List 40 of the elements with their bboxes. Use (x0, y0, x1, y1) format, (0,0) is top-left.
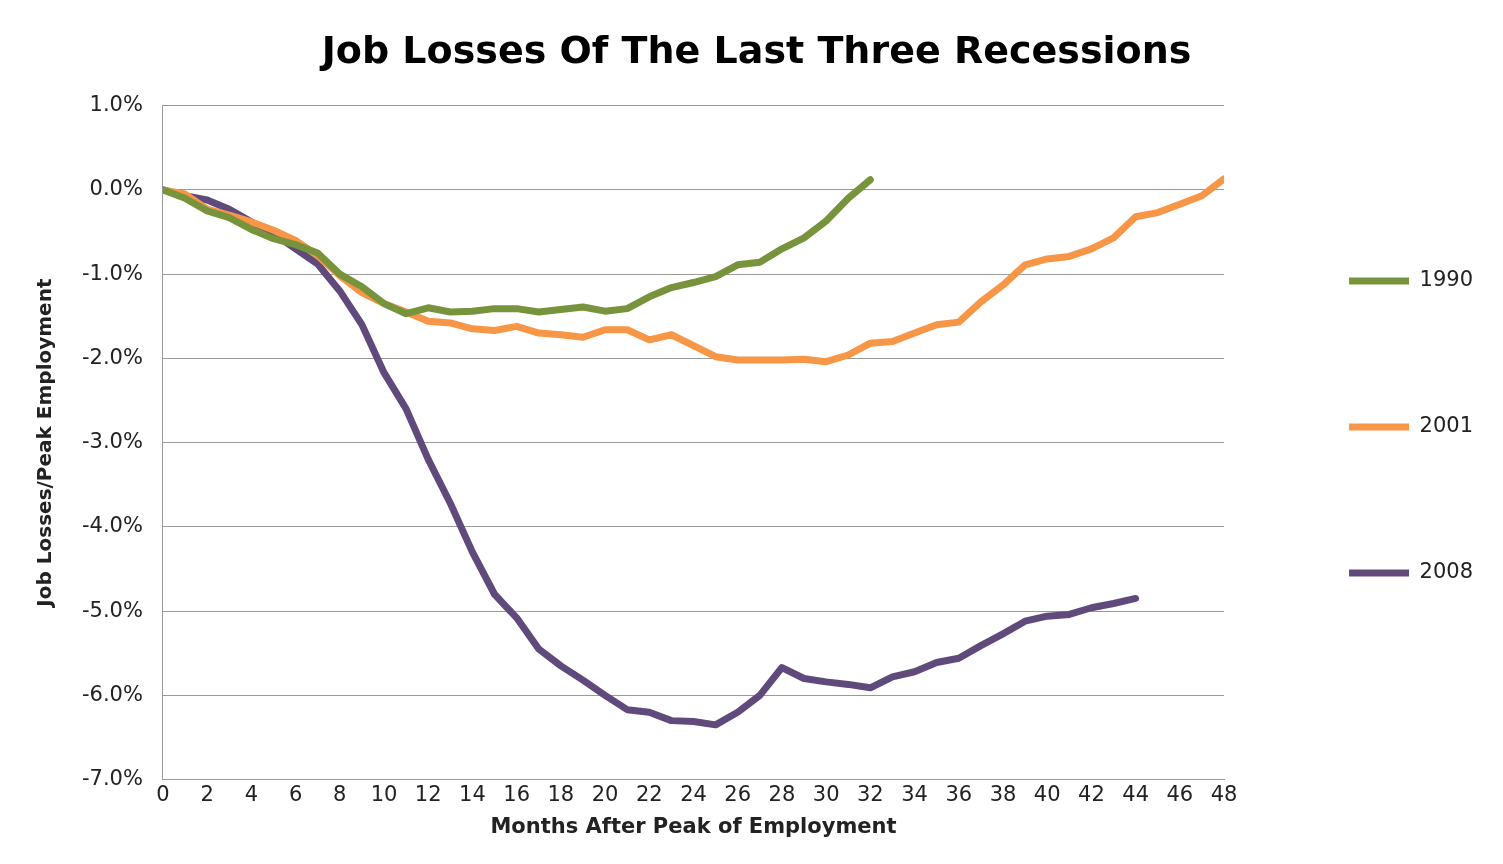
x-axis-title: Months After Peak of Employment (490, 813, 897, 838)
chart-title: Job Losses Of The Last Three Recessions (318, 27, 1192, 72)
x-tick-label: 24 (680, 781, 707, 806)
x-tick-label: 34 (901, 781, 928, 806)
x-tick-label: 2 (200, 781, 214, 806)
legend-label: 2001 (1419, 413, 1474, 438)
y-tick-label: -5.0% (81, 597, 143, 622)
y-tick-label: -1.0% (81, 260, 143, 285)
x-tick-label: 4 (244, 781, 259, 806)
y-tick-label: -6.0% (81, 681, 143, 706)
x-tick-label: 26 (724, 781, 752, 806)
x-tick-label: 12 (414, 781, 442, 806)
x-tick-label: 32 (856, 781, 884, 806)
y-tick-label: 1.0% (89, 92, 143, 117)
y-tick-label: -3.0% (81, 429, 143, 454)
y-tick-label: 0.0% (89, 176, 143, 201)
y-tick-label: -4.0% (81, 513, 143, 538)
x-tick-label: 42 (1078, 781, 1105, 806)
x-tick-label: 40 (1033, 781, 1061, 806)
x-tick-label: 28 (768, 781, 796, 806)
x-tick-label: 18 (547, 781, 575, 806)
x-tick-label: 20 (591, 781, 619, 806)
y-axis-title: Job Losses/Peak Employment (32, 278, 57, 609)
legend-label: 2008 (1419, 559, 1474, 584)
x-tick-label: 22 (635, 781, 663, 806)
x-tick-label: 16 (503, 781, 531, 806)
x-tick-label: 6 (288, 781, 303, 806)
legend-label: 1990 (1419, 267, 1474, 292)
y-tick-label: -7.0% (81, 766, 143, 791)
x-tick-label: 38 (989, 781, 1017, 806)
x-tick-label: 46 (1166, 781, 1194, 806)
x-tick-label: 44 (1122, 781, 1149, 806)
x-tick-label: 14 (459, 781, 486, 806)
x-tick-label: 36 (945, 781, 973, 806)
x-tick-label: 8 (333, 781, 347, 806)
y-tick-label: -2.0% (81, 344, 143, 369)
x-tick-label: 30 (812, 781, 840, 806)
x-tick-label: 10 (370, 781, 398, 806)
x-tick-label: 48 (1210, 781, 1238, 806)
x-tick-label: 0 (156, 781, 170, 806)
